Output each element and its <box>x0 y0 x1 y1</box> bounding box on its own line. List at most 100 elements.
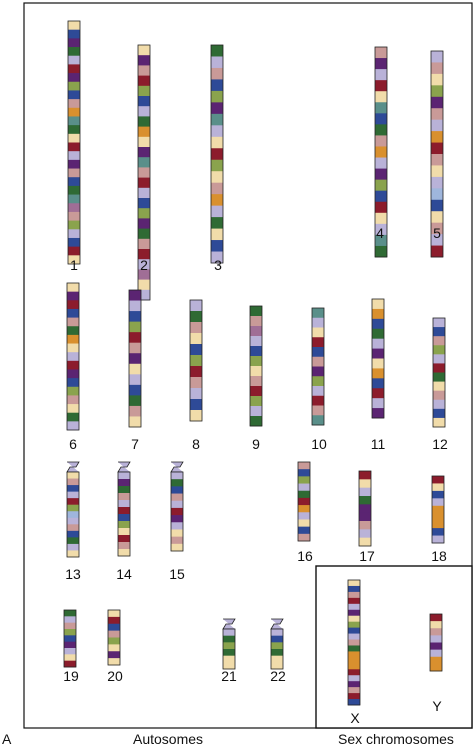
band <box>375 91 387 103</box>
band <box>67 412 79 422</box>
chromosome-label-7: 7 <box>131 436 139 452</box>
chromosome-outline <box>358 470 372 547</box>
band <box>67 334 79 344</box>
band <box>64 648 76 655</box>
band <box>312 317 324 328</box>
band <box>433 408 445 419</box>
chromosome-label-21: 21 <box>221 668 237 684</box>
band <box>138 269 150 280</box>
band <box>211 251 223 264</box>
band <box>171 543 183 552</box>
band <box>359 496 371 505</box>
band <box>359 512 371 522</box>
band <box>68 177 80 187</box>
band <box>312 308 324 319</box>
band <box>375 201 387 214</box>
band <box>138 249 150 260</box>
band <box>431 119 443 132</box>
chromosome-label-20: 20 <box>107 668 123 684</box>
band <box>211 113 223 126</box>
band <box>375 223 387 236</box>
band <box>67 369 79 379</box>
band <box>372 318 384 330</box>
band <box>138 289 150 301</box>
chromosome-7 <box>128 289 142 428</box>
band <box>118 507 130 515</box>
band <box>138 136 150 148</box>
chromosome-10 <box>311 307 325 426</box>
chromosome-label-14: 14 <box>116 566 132 582</box>
band <box>223 655 235 663</box>
band <box>348 681 360 688</box>
band <box>359 537 371 547</box>
band <box>250 386 262 397</box>
band <box>68 151 80 161</box>
chromosome-outline <box>67 20 81 265</box>
band <box>190 300 202 312</box>
band <box>375 168 387 181</box>
band <box>108 658 120 666</box>
chromosome-8 <box>189 299 203 422</box>
band <box>433 381 445 392</box>
band <box>68 159 80 169</box>
band <box>298 533 310 542</box>
band <box>348 663 360 670</box>
band <box>433 363 445 373</box>
band <box>298 483 310 492</box>
band <box>433 318 445 328</box>
band <box>68 142 80 152</box>
band <box>67 421 79 431</box>
band <box>298 476 310 484</box>
band <box>118 493 130 501</box>
band <box>64 622 76 630</box>
autosomes-panel-border <box>23 2 473 729</box>
band <box>67 378 79 388</box>
band <box>171 529 183 538</box>
band <box>171 522 183 530</box>
centromere-cap <box>270 618 284 630</box>
chromosome-outline <box>117 471 131 557</box>
band <box>67 404 79 414</box>
band <box>271 635 283 643</box>
chromosome-outline <box>371 298 385 419</box>
centromere-cap <box>117 461 131 473</box>
chromosome-label-17: 17 <box>359 548 375 564</box>
band <box>433 345 445 355</box>
band <box>211 240 223 252</box>
band <box>211 136 223 149</box>
band <box>118 535 130 543</box>
band <box>348 603 360 611</box>
chromosome-2 <box>137 44 151 301</box>
band <box>431 108 443 121</box>
band <box>250 306 262 317</box>
band <box>211 171 223 184</box>
band <box>298 497 310 506</box>
band <box>129 342 141 354</box>
band <box>211 217 223 229</box>
band <box>359 504 371 514</box>
band <box>108 610 120 618</box>
chromosome-label-1: 1 <box>70 257 78 273</box>
band <box>171 515 183 523</box>
band <box>190 399 202 411</box>
band <box>108 623 120 632</box>
band <box>359 521 371 530</box>
band <box>298 526 310 535</box>
band <box>348 633 360 640</box>
band <box>64 629 76 636</box>
band <box>211 228 223 241</box>
chromosome-label-11: 11 <box>370 436 386 452</box>
band <box>138 228 150 240</box>
band <box>68 90 80 100</box>
band <box>68 99 80 109</box>
band <box>375 179 387 192</box>
band <box>372 308 384 320</box>
band <box>372 408 384 419</box>
band <box>67 504 79 512</box>
band <box>432 483 444 492</box>
band <box>250 326 262 337</box>
band <box>68 81 80 91</box>
chromosome-outline <box>66 471 80 558</box>
band <box>108 637 120 645</box>
band <box>68 246 80 256</box>
